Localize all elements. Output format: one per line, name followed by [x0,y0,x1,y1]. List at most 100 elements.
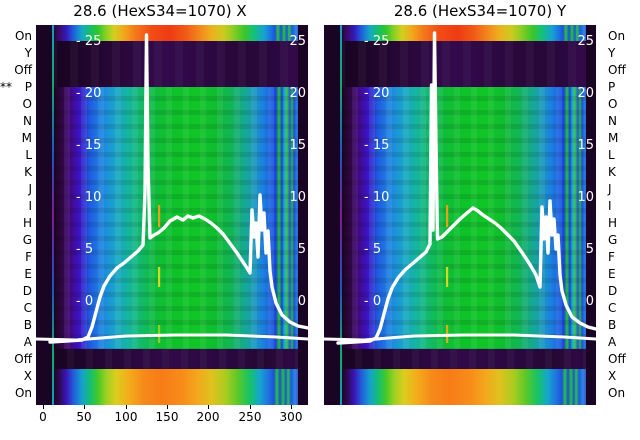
xtick-label-left-0: 0 [39,410,47,424]
category-label-right-0: On [608,29,626,43]
spec-edge-left-right [324,25,340,405]
marker-left-1 [158,205,161,227]
ytick-right-in-4: - 5 [364,242,382,257]
spectrogram-left[interactable]: - 25 - 20 - 15 - 10 - 5 - 0 25 20 15 10 … [36,25,308,405]
xtick-mark-left-4 [208,405,209,409]
ytick-left-out-0: 25 [289,34,306,49]
category-label-left-17: B [23,318,32,332]
category-label-left-13: F [25,250,32,264]
ytick-right-in-0: - 25 [364,34,390,49]
category-label-left-16: C [23,301,32,315]
ytick-right-in-2: - 15 [364,138,390,153]
edge-hairline-right [340,25,342,405]
panel-right-title: 28.6 (HexS34=1070) Y [393,2,567,20]
band-top-rainbow-right [324,25,596,41]
xtick-mark-left-1 [84,405,85,409]
category-label-left-2: Off [14,63,32,77]
category-label-left-0: On [14,29,32,43]
ytick-right-out-1: 20 [577,86,594,101]
panel-left-title: 28.6 (HexS34=1070) X [73,2,247,20]
marker-right-2 [446,267,449,287]
trace-overlay-left [36,33,308,344]
category-label-left-6: M [21,131,32,145]
band-bottom-rainbow-left [36,369,308,405]
category-label-right-5: N [608,114,617,128]
category-label-right-3: P [608,80,616,94]
category-label-left-1: Y [24,46,32,60]
category-label-left-9: J [28,182,32,196]
baseline-trace-left [36,333,308,342]
x-axis-left: 0 50 100 150 200 250 300 [36,405,308,435]
spectrogram-right[interactable]: - 25 - 20 - 15 - 10 - 5 - 0 25 20 15 10 … [324,25,596,405]
ytick-left-in-2: - 15 [76,138,102,153]
xtick-label-left-3: 150 [155,410,179,424]
xtick-label-left-2: 100 [114,410,138,424]
ytick-right-out-0: 25 [577,34,594,49]
xtick-mark-left-5 [250,405,251,409]
category-label-left-20: X [23,369,32,383]
ytick-right-out-3: 10 [577,190,594,205]
ytick-right-in-1: - 20 [364,86,390,101]
spec-edge-left-left [36,25,52,405]
category-label-right-21: On [608,386,626,400]
category-label-right-10: I [608,199,612,213]
overlay-trace-right [336,31,596,345]
category-label-left-19: Off [14,352,32,366]
ytick-left-out-1: 20 [289,86,306,101]
category-label-left-18: A [23,335,32,349]
band-upper-gap-texture-right [324,41,596,87]
ytick-left-in-1: - 20 [76,86,102,101]
trace-overlay-right [324,31,596,345]
band-upper-gap-texture-left [36,41,308,87]
ytick-right-in-5: - 0 [364,294,382,309]
ytick-right-out-5: 0 [585,294,594,309]
edge-hairline-left [52,25,54,405]
category-label-right-15: D [608,284,618,298]
spec-edge-right-right [586,25,596,405]
ytick-left-out-4: 5 [297,242,306,257]
category-label-left-8: K [24,165,32,179]
xtick-mark-left-0 [43,405,44,409]
category-label-right-16: C [608,301,617,315]
category-label-right-13: F [608,250,615,264]
band-lower-gap-texture-left [36,349,308,369]
category-label-left-12: G [22,233,32,247]
category-label-left-3: P [24,80,32,94]
category-label-left-7: L [25,148,32,162]
ytick-left-out-5: 0 [297,294,306,309]
category-label-right-14: E [608,267,616,281]
asterisk-marker: ** [0,80,12,94]
category-label-right-18: A [608,335,617,349]
overlay-trace-left [48,33,308,344]
xtick-label-left-6: 300 [279,410,303,424]
xtick-mark-left-2 [126,405,127,409]
marker-right-1 [446,205,449,227]
band-lower-gap-left [36,349,308,369]
band-lower-gap-texture-right [324,349,596,369]
category-label-right-7: L [608,148,615,162]
band-lower-gap-right [324,349,596,369]
category-label-right-6: M [608,131,619,145]
ytick-left-in-0: - 25 [76,34,102,49]
category-label-right-11: H [608,216,618,230]
ytick-right-in-3: - 10 [364,190,390,205]
ytick-right-out-4: 5 [585,242,594,257]
panel-left: 28.6 (HexS34=1070) X [36,2,308,435]
ytick-left-in-3: - 10 [76,190,102,205]
category-label-right-12: G [608,233,618,247]
ytick-left-out-2: 15 [289,138,306,153]
band-top-rainbow-left [36,25,308,41]
category-label-left-10: I [28,199,32,213]
category-label-left-4: O [22,97,32,111]
band-bottom-rainbow-right [324,369,596,405]
xtick-label-left-5: 250 [238,410,262,424]
category-label-right-17: B [608,318,617,332]
category-label-left-21: On [14,386,32,400]
band-upper-gap-right [324,41,596,87]
baseline-trace-right [324,333,596,342]
ytick-left-out-3: 10 [289,190,306,205]
marker-left-2 [158,267,161,287]
xtick-label-left-4: 200 [196,410,220,424]
spec-edge-right-left [298,25,308,405]
